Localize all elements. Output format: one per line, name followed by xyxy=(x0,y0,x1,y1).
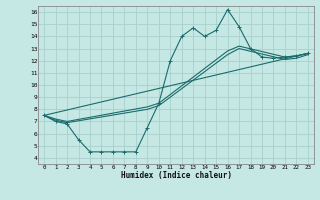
X-axis label: Humidex (Indice chaleur): Humidex (Indice chaleur) xyxy=(121,171,231,180)
